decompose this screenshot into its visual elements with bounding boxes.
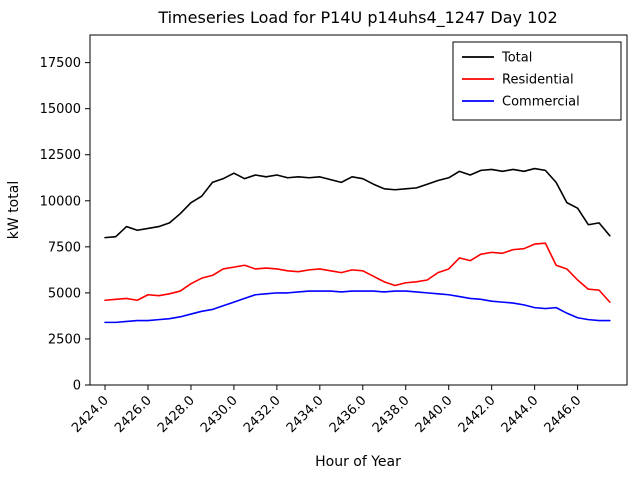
chart-title: Timeseries Load for P14U p14uhs4_1247 Da… xyxy=(157,8,557,28)
y-tick-label: 0 xyxy=(73,379,81,394)
series-line-total xyxy=(104,167,611,239)
legend: Total Residential Commercial xyxy=(452,41,622,121)
y-tick-label: 7500 xyxy=(48,240,81,255)
series-line-residential xyxy=(104,242,611,303)
y-axis-ticks: 0 2500 5000 7500 10000 12500 15000 17500 xyxy=(40,56,90,394)
legend-label-total: Total xyxy=(501,51,532,66)
y-axis-label: kW total xyxy=(6,181,22,239)
y-tick-label: 5000 xyxy=(48,286,81,301)
y-tick-label: 12500 xyxy=(40,148,81,163)
legend-label-commercial: Commercial xyxy=(502,95,580,110)
legend-box xyxy=(452,41,622,121)
y-tick-label: 17500 xyxy=(40,56,81,71)
y-tick-label: 10000 xyxy=(40,194,81,209)
plot-border xyxy=(89,34,628,386)
y-tick-label: 15000 xyxy=(40,102,81,117)
series-line-commercial xyxy=(104,290,611,324)
x-axis-label: Hour of Year xyxy=(315,454,401,470)
legend-label-residential: Residential xyxy=(502,73,574,88)
series-lines xyxy=(104,167,611,324)
y-tick-label: 2500 xyxy=(48,332,81,347)
